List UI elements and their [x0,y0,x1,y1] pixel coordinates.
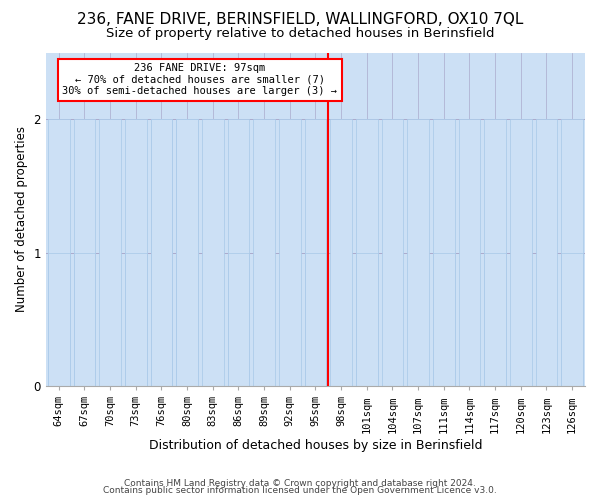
Y-axis label: Number of detached properties: Number of detached properties [15,126,28,312]
Bar [458,119,481,386]
Bar [305,252,326,386]
Bar [176,119,198,386]
Bar [536,119,557,386]
Text: Contains HM Land Registry data © Crown copyright and database right 2024.: Contains HM Land Registry data © Crown c… [124,478,476,488]
Text: Size of property relative to detached houses in Berinsfield: Size of property relative to detached ho… [106,28,494,40]
Bar [74,252,95,386]
Bar [510,119,532,386]
Bar [202,119,224,386]
Bar [407,119,429,386]
Text: 236, FANE DRIVE, BERINSFIELD, WALLINGFORD, OX10 7QL: 236, FANE DRIVE, BERINSFIELD, WALLINGFOR… [77,12,523,28]
Bar [561,252,583,386]
Bar [227,252,250,386]
Bar [561,119,583,386]
Bar [433,119,455,386]
Bar [99,119,121,386]
Bar [227,119,250,386]
Bar [151,119,172,386]
Bar [484,252,506,386]
Bar [382,119,403,386]
Bar [484,119,506,386]
Bar [330,119,352,386]
Bar [151,119,172,386]
Bar [253,119,275,386]
Bar [125,119,146,386]
Bar [125,252,146,386]
X-axis label: Distribution of detached houses by size in Berinsfield: Distribution of detached houses by size … [149,440,482,452]
Bar [356,119,378,386]
Bar [48,119,70,386]
Bar [356,252,378,386]
Text: 236 FANE DRIVE: 97sqm
← 70% of detached houses are smaller (7)
30% of semi-detac: 236 FANE DRIVE: 97sqm ← 70% of detached … [62,63,337,96]
Bar [74,119,95,386]
Bar [176,119,198,386]
Bar [433,252,455,386]
Bar [48,252,70,386]
Bar [305,119,326,386]
Bar [279,119,301,386]
Text: Contains public sector information licensed under the Open Government Licence v3: Contains public sector information licen… [103,486,497,495]
